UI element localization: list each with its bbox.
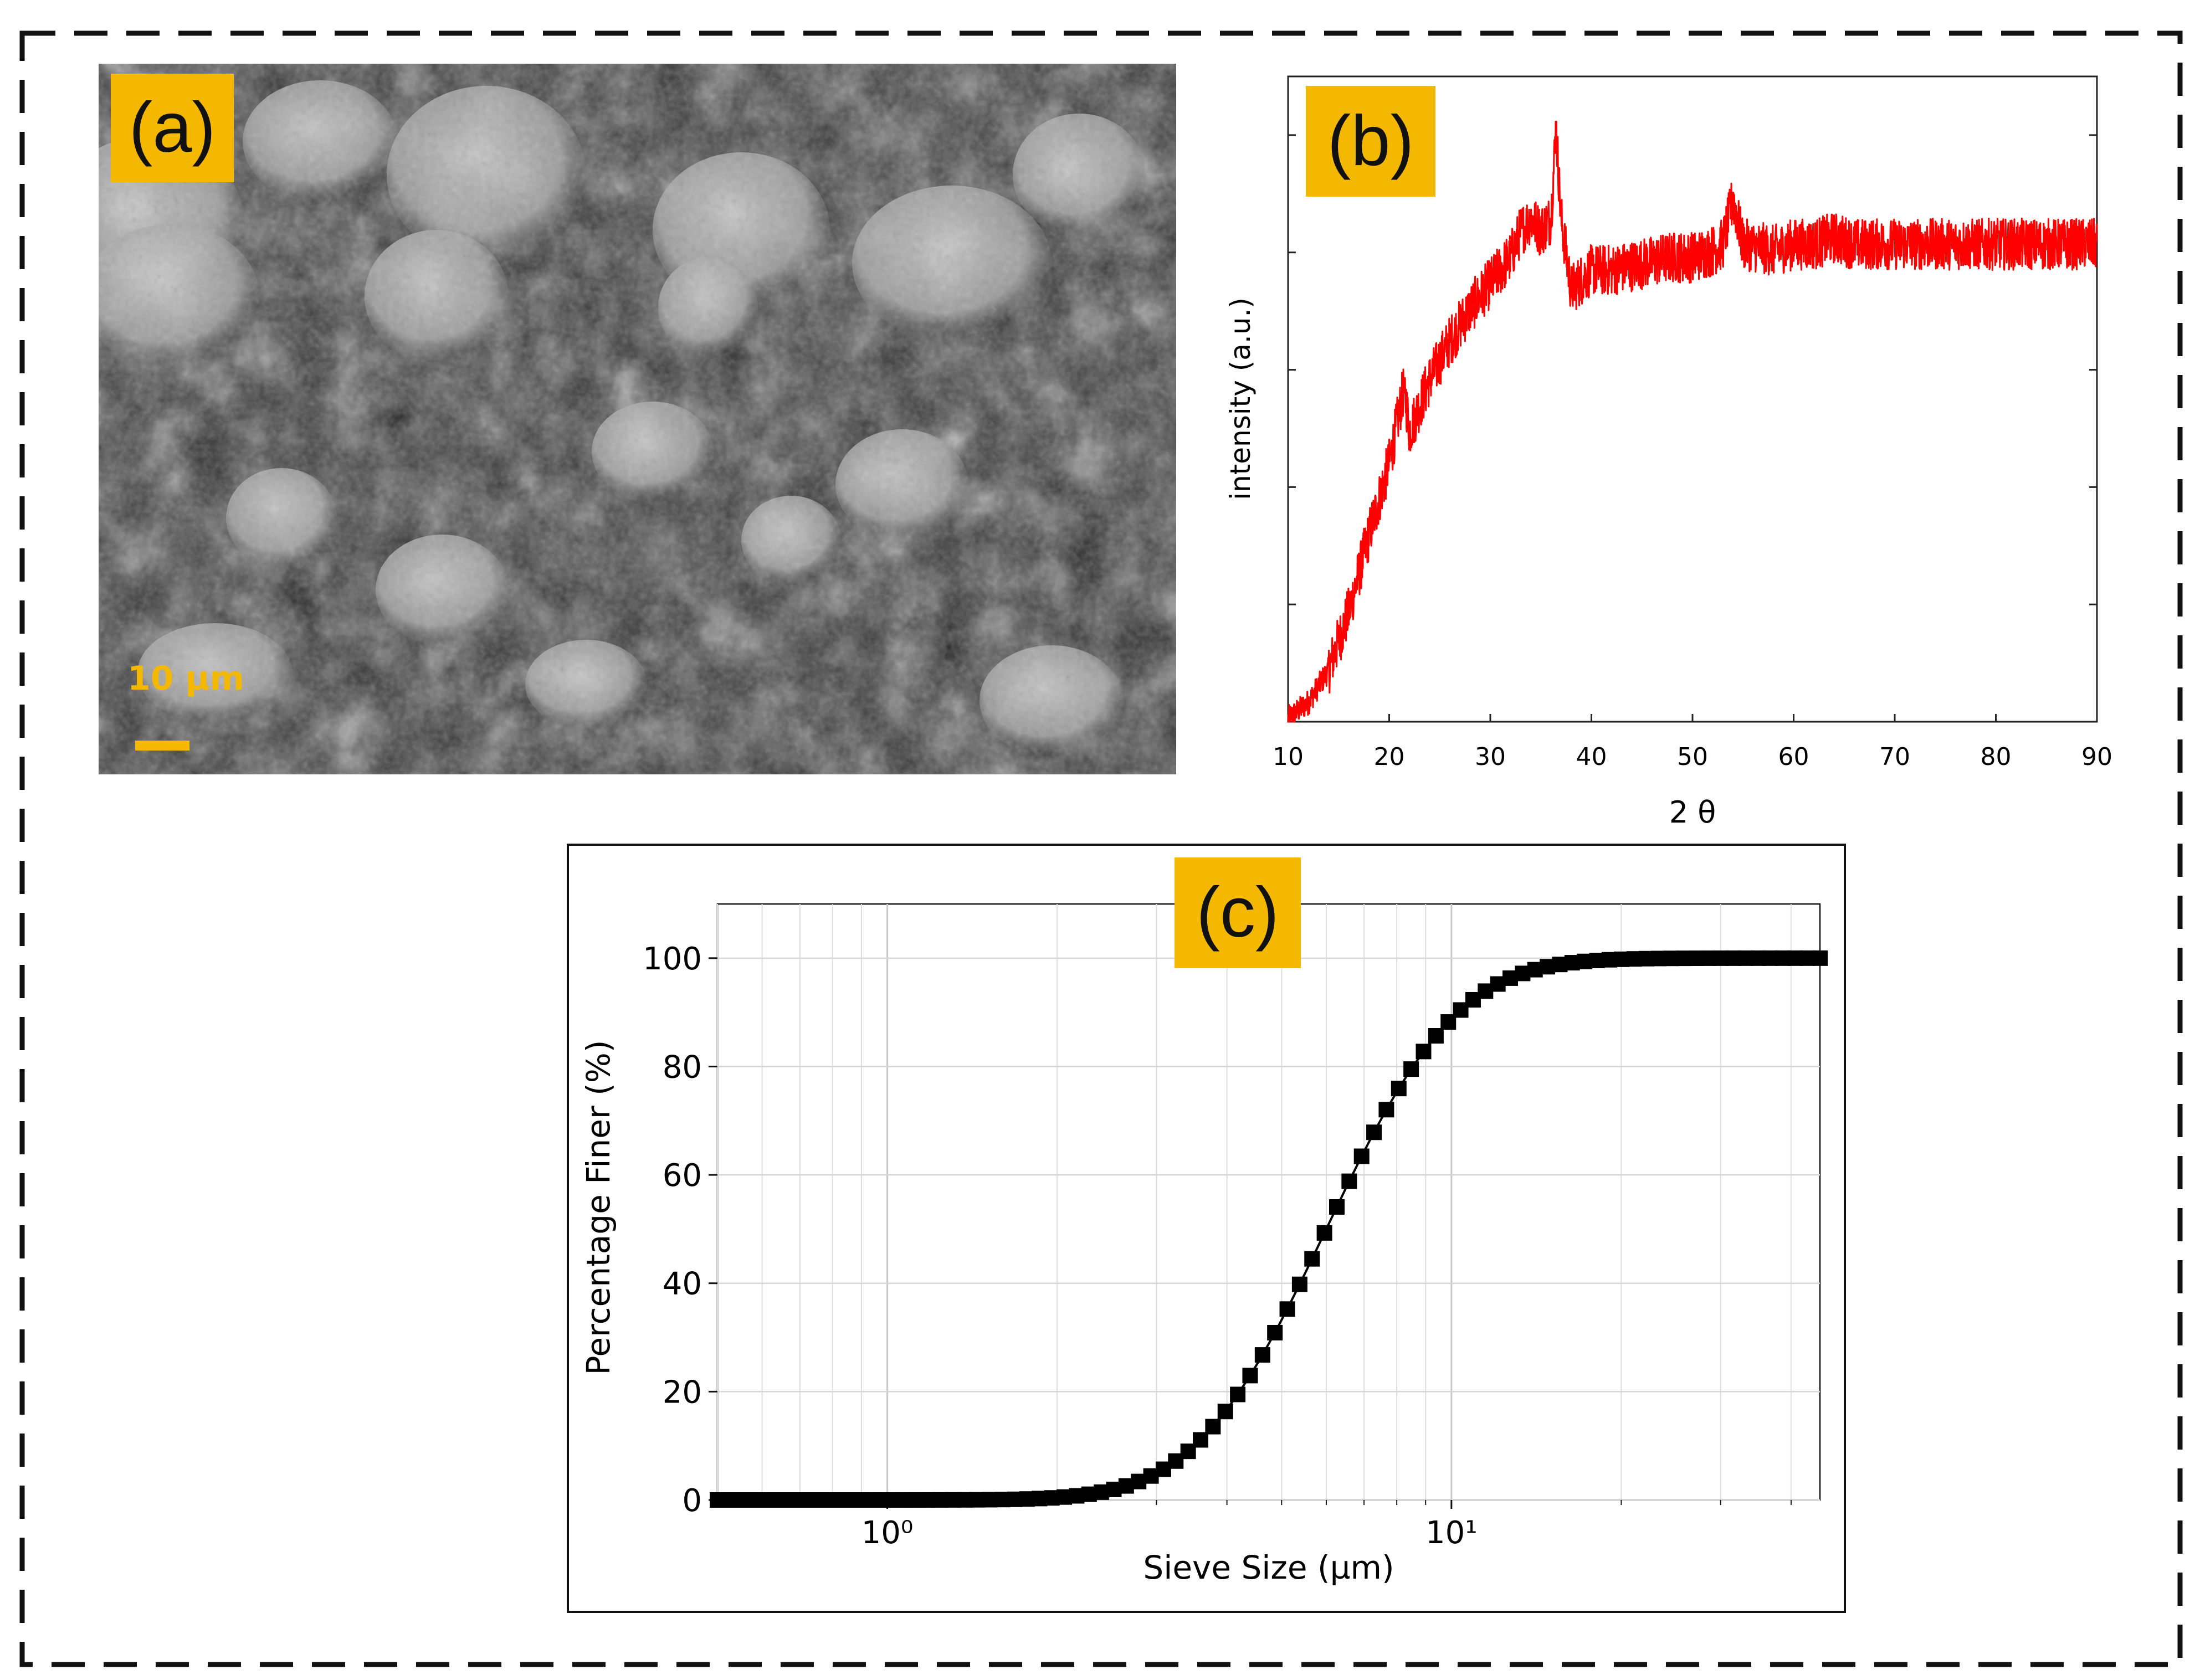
- scale-bar: [135, 741, 189, 751]
- psd-y-ticks: 0 20 40 60 80 100: [643, 941, 717, 1519]
- psd-marker: [1329, 1199, 1345, 1215]
- psd-marker: [1304, 1251, 1320, 1267]
- sem-micrograph: (a) 10 µm: [99, 64, 1176, 774]
- xrd-chart: 10 20 30 40 50 60 70 80 90 intensity (a.u.) 2 θ: [1224, 75, 2112, 830]
- psd-marker: [1366, 1124, 1382, 1140]
- psd-marker: [1242, 1368, 1258, 1384]
- xrd-x-tick-label: 90: [2081, 743, 2112, 771]
- xrd-x-tick-label: 70: [1879, 743, 1910, 771]
- psd-x-tick-label: 10¹: [1425, 1515, 1478, 1551]
- psd-marker: [1217, 1404, 1233, 1420]
- dashed-border: [19, 30, 2183, 1667]
- scale-bar-label: 10 µm: [127, 659, 245, 698]
- xrd-x-tick-label: 60: [1778, 743, 1809, 771]
- psd-marker: [1316, 1225, 1332, 1241]
- psd-y-tick-label: 0: [682, 1483, 702, 1519]
- psd-x-ticks: 10⁰ 10¹: [717, 1500, 1792, 1551]
- psd-y-tick-label: 60: [663, 1158, 702, 1194]
- psd-marker: [1291, 1276, 1307, 1292]
- psd-marker: [1341, 1173, 1357, 1189]
- psd-marker: [1254, 1347, 1270, 1363]
- xrd-series-line: [1287, 121, 2098, 723]
- panel-a-tag: (a): [111, 74, 234, 182]
- xrd-x-tick-label: 50: [1677, 743, 1708, 771]
- psd-marker: [1230, 1386, 1246, 1402]
- psd-marker: [1428, 1027, 1444, 1044]
- psd-marker: [1403, 1061, 1419, 1077]
- psd-marker: [1353, 1148, 1370, 1164]
- xrd-y-ticks: [1288, 134, 2097, 723]
- psd-y-tick-label: 100: [643, 941, 702, 977]
- psd-marker: [1391, 1081, 1407, 1097]
- psd-chart-panel: 0 20 40 60 80 100 10⁰ 10¹ Percentage Finer (%)…: [567, 844, 1846, 1613]
- psd-marker: [1279, 1301, 1295, 1317]
- psd-y-axis-label: Percentage Finer (%): [580, 1040, 617, 1375]
- psd-marker: [1267, 1324, 1283, 1340]
- xrd-x-tick-label: 40: [1576, 743, 1607, 771]
- xrd-x-tick-label: 30: [1475, 743, 1506, 771]
- psd-marker: [1205, 1419, 1221, 1435]
- psd-markers: [710, 950, 1828, 1508]
- psd-y-tick-label: 20: [663, 1374, 702, 1410]
- xrd-x-axis-label: 2 θ: [1669, 795, 1716, 830]
- xrd-x-ticks: 10 20 30 40 50 60 70 80 90: [1273, 714, 2112, 771]
- psd-marker: [1378, 1102, 1394, 1118]
- xrd-x-tick-label: 20: [1374, 743, 1405, 771]
- psd-y-tick-label: 80: [663, 1049, 702, 1085]
- psd-marker: [1416, 1044, 1432, 1060]
- psd-marker: [1193, 1432, 1209, 1448]
- psd-y-tick-label: 40: [663, 1266, 702, 1302]
- xrd-x-tick-label: 80: [1981, 743, 2012, 771]
- xrd-x-tick-label: 10: [1273, 743, 1304, 771]
- sem-texture: [99, 64, 1176, 774]
- psd-x-axis-label: Sieve Size (µm): [1143, 1549, 1394, 1586]
- xrd-y-axis-label: intensity (a.u.): [1224, 297, 1257, 500]
- panel-c-tag: (c): [1175, 857, 1301, 968]
- psd-plot-area: [716, 903, 1821, 1501]
- psd-marker: [1812, 950, 1828, 966]
- psd-x-tick-label: 10⁰: [861, 1515, 914, 1551]
- panel-b-tag: (b): [1306, 86, 1435, 197]
